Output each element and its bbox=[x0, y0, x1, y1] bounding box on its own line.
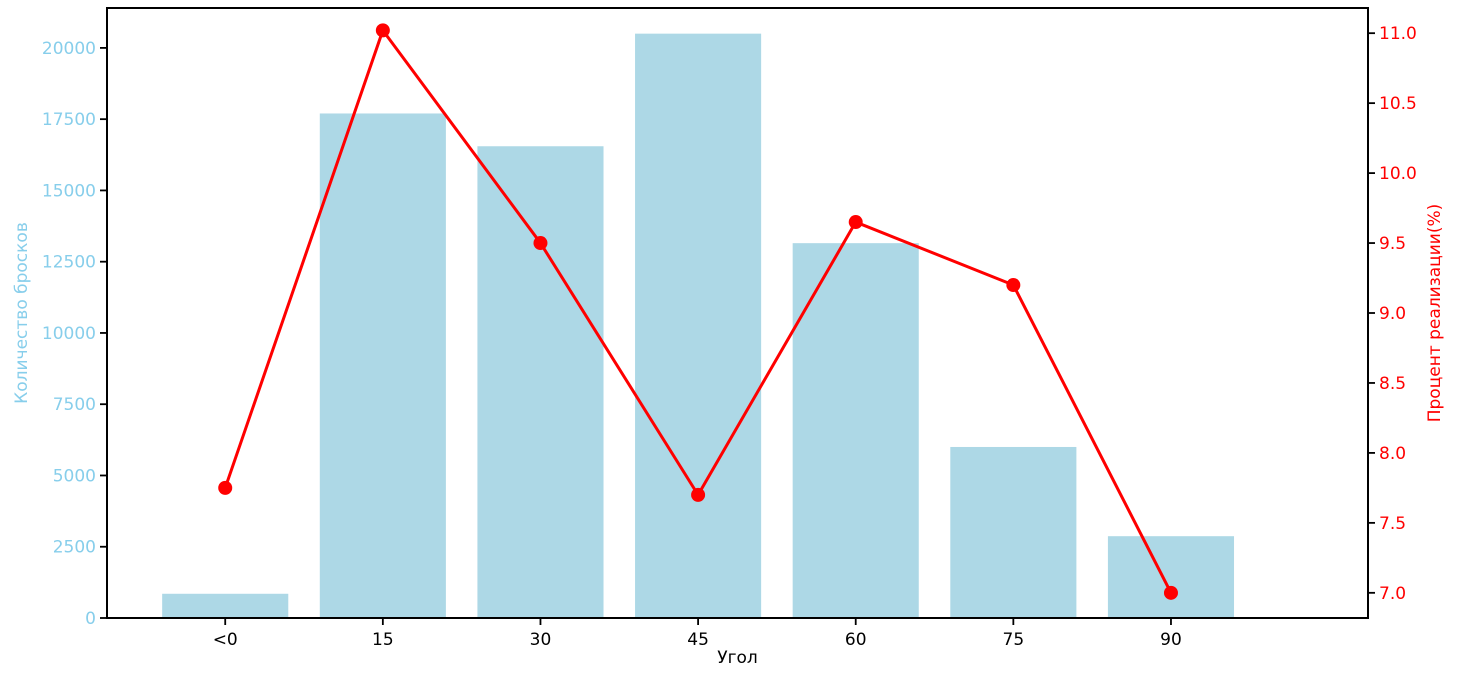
x-axis-tick-label: 45 bbox=[687, 630, 709, 650]
right-axis-tick-label: 11.0 bbox=[1379, 24, 1417, 44]
right-axis-tick-label: 10.5 bbox=[1379, 94, 1417, 114]
line-marker-75 bbox=[1006, 278, 1021, 293]
left-axis-tick-label: 15000 bbox=[42, 181, 96, 201]
x-axis-tick-label: 30 bbox=[530, 630, 552, 650]
x-axis-title: Угол bbox=[717, 648, 758, 668]
x-axis-tick-label: 75 bbox=[1003, 630, 1025, 650]
left-axis-tick-label: 5000 bbox=[53, 466, 96, 486]
x-axis-tick-label: <0 bbox=[213, 630, 238, 650]
line-marker-30 bbox=[533, 236, 548, 251]
right-axis-tick-label: 9.5 bbox=[1379, 234, 1406, 254]
x-axis-tick-label: 90 bbox=[1160, 630, 1182, 650]
bar-60 bbox=[792, 243, 919, 618]
right-axis-tick-label: 10.0 bbox=[1379, 164, 1417, 184]
left-axis-tick-label: 20000 bbox=[42, 39, 96, 59]
x-axis-tick-label: 60 bbox=[845, 630, 867, 650]
line-marker-45 bbox=[691, 487, 706, 502]
left-axis-tick-label: 0 bbox=[85, 609, 96, 629]
line-marker-60 bbox=[848, 215, 863, 230]
left-axis-tick-label: 17500 bbox=[42, 110, 96, 130]
right-axis-tick-label: 7.0 bbox=[1379, 584, 1406, 604]
left-axis-tick-label: 12500 bbox=[42, 253, 96, 273]
line-marker-<0 bbox=[218, 480, 233, 495]
right-axis-tick-label: 8.0 bbox=[1379, 444, 1406, 464]
bar-90 bbox=[1107, 536, 1235, 618]
line-marker-90 bbox=[1163, 585, 1178, 600]
bar-15 bbox=[319, 113, 446, 619]
bar-<0 bbox=[162, 593, 289, 618]
bar-75 bbox=[950, 446, 1077, 618]
line-marker-15 bbox=[375, 23, 390, 38]
right-axis-title: Процент реализации(%) bbox=[1425, 204, 1445, 423]
left-axis-tick-label: 10000 bbox=[42, 324, 96, 344]
left-axis-tick-label: 7500 bbox=[53, 395, 96, 415]
bar-30 bbox=[477, 146, 604, 618]
left-axis-tick-label: 2500 bbox=[53, 538, 96, 558]
right-axis-tick-label: 8.5 bbox=[1379, 374, 1406, 394]
x-axis-tick-label: 15 bbox=[372, 630, 394, 650]
right-axis-tick-label: 7.5 bbox=[1379, 514, 1406, 534]
bar-45 bbox=[635, 33, 762, 619]
right-axis-tick-label: 9.0 bbox=[1379, 304, 1406, 324]
left-axis-title: Количество бросков bbox=[12, 222, 32, 404]
